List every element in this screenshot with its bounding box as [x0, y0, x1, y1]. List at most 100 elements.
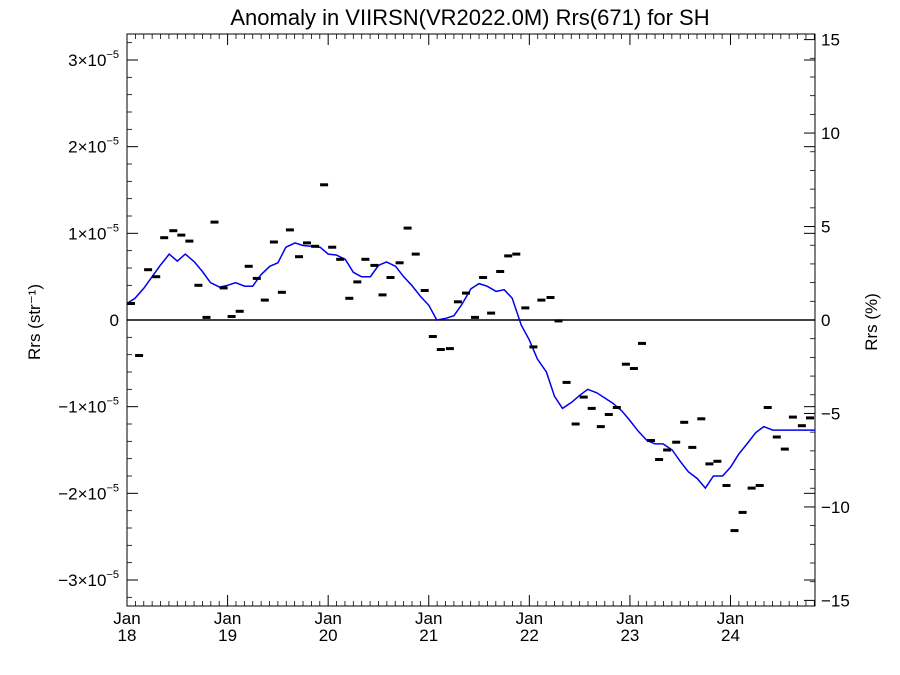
anomaly-point — [252, 276, 261, 280]
y-left-tick-label: 2×10−5 — [68, 136, 119, 157]
y-right-tick-label: −15 — [821, 591, 850, 610]
y-left-tick-label: −1×10−5 — [58, 396, 119, 417]
anomaly-point — [428, 335, 437, 338]
anomaly-point — [680, 420, 689, 424]
anomaly-point — [269, 240, 278, 244]
anomaly-point — [219, 286, 228, 290]
anomaly-point — [277, 290, 286, 294]
chart-title: Anomaly in VIIRSN(VR2022.0M) Rrs(671) fo… — [230, 5, 709, 30]
x-tick-label-month: Jan — [415, 609, 442, 628]
y-left-tick-label: 3×10−5 — [68, 49, 119, 70]
y-right-tick-label: 15 — [821, 31, 840, 50]
anomaly-point — [411, 252, 420, 256]
anomaly-point — [210, 220, 219, 224]
anomaly-point — [202, 315, 211, 319]
anomaly-point — [629, 367, 638, 370]
x-tick-label-year: 19 — [218, 626, 237, 645]
anomaly-point — [127, 302, 135, 305]
anomaly-point — [780, 447, 789, 451]
anomaly-point — [604, 413, 613, 416]
anomaly-point — [311, 244, 320, 248]
anomaly-point — [345, 296, 354, 300]
anomaly-point — [672, 440, 681, 444]
anomaly-point — [194, 283, 203, 287]
x-tick-label-year: 24 — [721, 626, 740, 645]
anomaly-point — [579, 395, 588, 399]
anomaly-point — [504, 254, 513, 258]
anomaly-point — [763, 406, 772, 409]
anomaly-point — [169, 229, 178, 233]
anomaly-point — [638, 341, 646, 345]
anomaly-point — [135, 354, 144, 357]
y-right-tick-label: −10 — [821, 498, 850, 517]
anomaly-point — [378, 293, 387, 297]
anomaly-point — [788, 415, 797, 419]
anomaly-point — [487, 311, 496, 315]
x-tick-label-year: 23 — [620, 626, 639, 645]
anomaly-point — [395, 261, 404, 265]
anomaly-point — [462, 291, 470, 295]
anomaly-point — [621, 362, 630, 366]
anomaly-point — [285, 228, 294, 232]
anomaly-point — [571, 422, 580, 426]
x-tick-label-year: 18 — [118, 626, 137, 645]
anomaly-point — [806, 416, 814, 420]
anomaly-point — [705, 462, 714, 466]
monthly-anomaly-series — [127, 183, 814, 533]
anomaly-point — [361, 257, 370, 261]
anomaly-point — [655, 458, 664, 461]
x-tick-label-month: Jan — [717, 609, 744, 628]
anomaly-point — [730, 529, 739, 533]
anomaly-point — [647, 439, 655, 442]
anomaly-point — [336, 257, 345, 261]
running-mean-series — [126, 242, 815, 490]
left-y-axis: 3×10−5 2×10−5 1×10−5 0 −1×10−5 −2×10−5 −3×10−5 — [58, 42, 815, 598]
anomaly-point — [160, 236, 169, 240]
anomaly-point — [554, 319, 563, 323]
y-left-tick-label: −3×10−5 — [58, 569, 119, 590]
y-left-tick-label: 1×10−5 — [68, 222, 119, 243]
anomaly-point — [303, 241, 311, 245]
anomaly-point — [521, 306, 530, 310]
anomaly-point — [738, 510, 747, 514]
anomaly-point — [663, 448, 672, 452]
anomaly-point — [537, 298, 546, 302]
x-tick-label-month: Jan — [616, 609, 643, 628]
anomaly-point — [722, 484, 731, 487]
right-y-axis: 15 10 5 0 −5 −10 −15 — [804, 31, 850, 610]
y-axis-label-left: Rrs (str⁻¹) — [25, 284, 44, 360]
anomaly-point — [713, 459, 722, 463]
y-right-tick-label: 0 — [821, 311, 830, 330]
anomaly-point — [320, 183, 329, 187]
y-right-tick-label: 5 — [821, 218, 830, 237]
anomaly-point — [479, 276, 488, 279]
y-axis-label-right: Rrs (%) — [862, 293, 881, 351]
anomaly-point — [445, 347, 454, 351]
anomaly-point — [596, 425, 605, 429]
y-left-tick-label: −2×10−5 — [58, 482, 119, 503]
anomaly-point — [328, 245, 337, 249]
anomaly-point — [227, 315, 236, 318]
anomaly-point — [688, 445, 697, 449]
x-tick-label-month: Jan — [516, 609, 543, 628]
anomaly-point — [453, 300, 462, 304]
anomaly-point — [697, 417, 706, 421]
anomaly-point — [244, 264, 253, 268]
x-tick-label-month: Jan — [113, 609, 140, 628]
anomaly-point — [144, 268, 153, 272]
anomaly-point — [496, 270, 505, 273]
y-left-tick-label: 0 — [110, 311, 119, 330]
anomaly-point — [797, 424, 806, 428]
y-right-tick-label: −5 — [821, 404, 840, 423]
anomaly-point — [386, 276, 395, 279]
x-tick-label-year: 20 — [319, 626, 338, 645]
anomaly-point — [772, 435, 781, 439]
anomaly-point — [295, 255, 303, 259]
x-tick-label-year: 22 — [520, 626, 539, 645]
anomaly-point — [755, 484, 764, 487]
x-tick-label-month: Jan — [214, 609, 241, 628]
anomaly-point — [152, 275, 161, 279]
anomaly-point — [546, 296, 555, 299]
y-right-tick-label: 10 — [821, 124, 840, 143]
